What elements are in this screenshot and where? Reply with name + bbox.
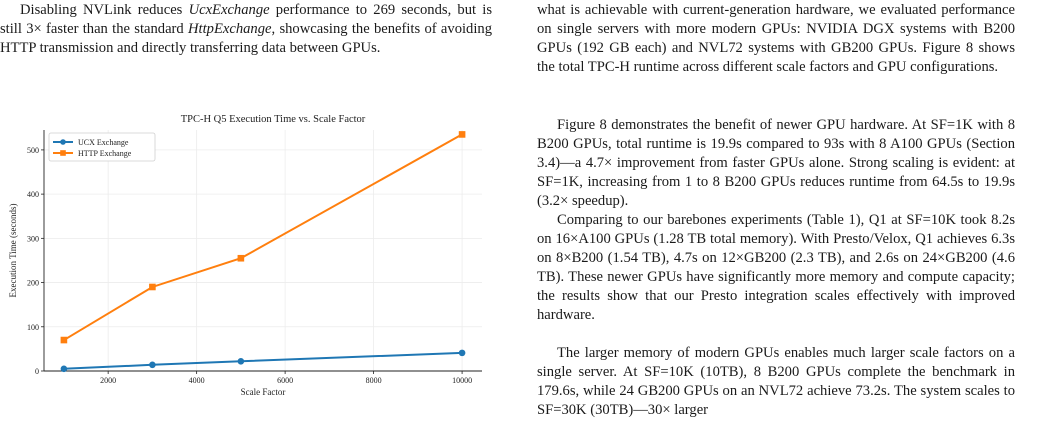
series-line-ucx-exchange xyxy=(63,351,463,370)
data-point xyxy=(60,336,68,344)
right-paragraph-1: what is achievable with current-generati… xyxy=(537,2,1015,75)
x-tick-label: 6000 xyxy=(277,376,293,385)
right-paragraph-2: Figure 8 demonstrates the benefit of new… xyxy=(537,117,1015,209)
right-column: what is achievable with current-generati… xyxy=(537,0,1041,431)
x-tick-label: 2000 xyxy=(100,376,116,385)
execution-time-chart: 2000 4000 6000 8000 10000 0 100 200 300 400 500 TPC… xyxy=(8,114,482,397)
legend-marker xyxy=(60,150,66,156)
y-tick-label: 100 xyxy=(27,323,39,332)
text-run: , showcasing the benefits of avoiding HT… xyxy=(0,21,492,56)
emphasized-term: UcxExchange xyxy=(188,2,270,18)
y-axis-label: Execution Time (seconds) xyxy=(8,204,18,298)
legend-label: UCX Exchange xyxy=(78,138,129,147)
right-paragraph-3: Comparing to our barebones experiments (… xyxy=(537,212,1015,323)
left-column: Disabling NVLink reduces UcxExchange per… xyxy=(0,0,520,431)
data-point xyxy=(149,361,156,369)
y-tick-label: 200 xyxy=(27,279,39,288)
text-run: Disabling NVLink reduces xyxy=(20,2,189,18)
y-tick-label: 300 xyxy=(27,234,39,243)
y-tick-label: 500 xyxy=(27,146,39,155)
data-point xyxy=(149,283,156,291)
data-point xyxy=(60,365,68,373)
x-tick-label: 10000 xyxy=(452,376,472,385)
left-paragraph: Disabling NVLink reduces UcxExchange per… xyxy=(0,1,492,58)
x-axis-label: Scale Factor xyxy=(241,387,286,397)
y-tick-label: 0 xyxy=(35,367,39,376)
x-tick-label: 4000 xyxy=(189,376,205,385)
chart-title: TPC-H Q5 Execution Time vs. Scale Factor xyxy=(181,114,366,125)
emphasized-term: HttpExchange xyxy=(188,21,272,37)
data-point xyxy=(237,254,245,262)
y-tick-label: 400 xyxy=(27,190,39,199)
data-point xyxy=(458,349,466,357)
data-point xyxy=(237,357,245,365)
right-paragraph-4: The larger memory of modern GPUs enables… xyxy=(537,345,1015,418)
x-tick-label: 8000 xyxy=(366,376,382,385)
text-run: performance to 269 seconds, but is still… xyxy=(0,2,492,37)
legend-label: HTTP Exchange xyxy=(78,149,132,158)
legend-marker xyxy=(60,139,66,145)
data-point xyxy=(458,131,466,138)
legend-box xyxy=(48,132,156,162)
series-line-http-exchange xyxy=(63,133,463,341)
